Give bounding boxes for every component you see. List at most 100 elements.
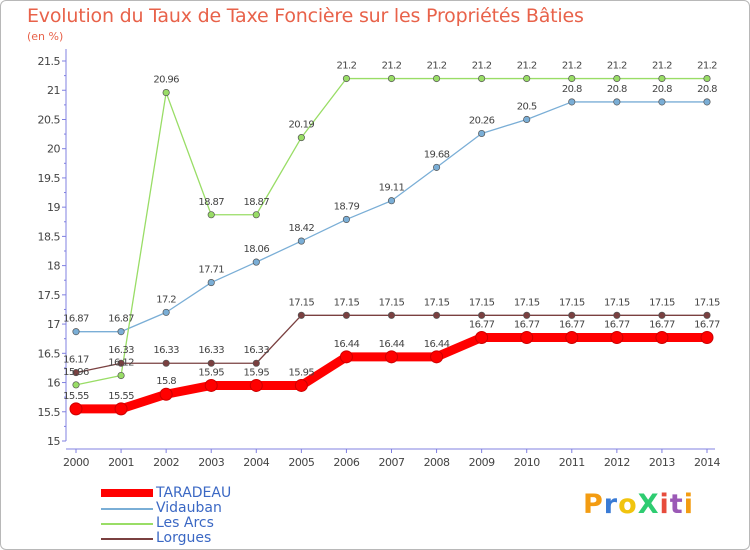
data-label-vidauban: 18.06: [243, 244, 269, 255]
data-label-taradeau: 16.44: [379, 339, 405, 350]
logo-letter: i: [683, 489, 694, 520]
data-point-lorgues: [297, 311, 305, 319]
data-point-vidauban: [342, 215, 350, 223]
chart-subtitle: (en %): [27, 30, 64, 43]
data-point-lorgues: [117, 359, 125, 367]
logo-letter: P: [583, 489, 604, 520]
data-label-lorgues: 17.15: [469, 297, 495, 308]
x-tick-label: 2007: [379, 456, 405, 469]
data-point-lorgues: [252, 359, 260, 367]
data-label-vidauban: 20.8: [652, 84, 672, 95]
x-tick-label: 2010: [514, 456, 540, 469]
data-label-les-arcs: 15.96: [63, 367, 89, 378]
logo-letter: i: [659, 489, 670, 520]
data-label-les-arcs: 16.12: [108, 358, 134, 369]
logo-letter: o: [618, 489, 638, 520]
data-point-vidauban: [478, 129, 486, 138]
data-label-lorgues: 17.15: [289, 297, 315, 308]
data-label-lorgues: 17.15: [514, 297, 540, 308]
data-label-lorgues: 17.15: [334, 297, 360, 308]
data-point-vidauban: [613, 98, 621, 106]
data-label-taradeau: 15.55: [108, 391, 134, 402]
data-label-les-arcs: 21.2: [562, 61, 582, 72]
data-label-vidauban: 17.71: [198, 265, 224, 276]
data-label-vidauban: 18.79: [334, 201, 360, 212]
data-label-les-arcs: 21.2: [472, 61, 492, 72]
y-tick-label: 19.5: [38, 172, 61, 185]
data-point-lorgues: [658, 311, 666, 319]
data-label-taradeau: 15.95: [243, 367, 269, 378]
data-label-vidauban: 16.87: [108, 314, 134, 325]
data-label-taradeau: 16.77: [559, 320, 585, 331]
data-point-vidauban: [117, 328, 125, 336]
data-label-taradeau: 16.77: [514, 320, 540, 331]
data-point-taradeau: [159, 387, 173, 401]
data-label-les-arcs: 21.2: [336, 61, 356, 72]
data-point-vidauban: [658, 98, 666, 106]
data-point-taradeau: [249, 378, 263, 392]
data-point-taradeau: [700, 331, 714, 345]
data-point-les-arcs: [297, 134, 305, 142]
data-point-taradeau: [294, 378, 308, 392]
data-point-lorgues: [433, 311, 441, 319]
data-point-taradeau: [430, 350, 444, 364]
data-label-taradeau: 16.77: [604, 320, 630, 331]
data-point-les-arcs: [703, 74, 711, 83]
data-point-taradeau: [520, 331, 534, 345]
data-label-taradeau: 16.77: [694, 320, 720, 331]
data-point-vidauban: [297, 237, 305, 245]
data-point-taradeau: [610, 331, 624, 345]
data-point-les-arcs: [72, 381, 80, 389]
y-tick-label: 18.5: [38, 230, 61, 243]
data-label-les-arcs: 21.2: [517, 61, 537, 72]
data-label-lorgues: 16.33: [198, 345, 224, 356]
data-point-lorgues: [342, 311, 350, 319]
data-point-les-arcs: [207, 211, 215, 219]
y-tick-label: 17.5: [38, 289, 61, 302]
data-label-lorgues: 16.33: [108, 345, 134, 356]
data-label-vidauban: 16.87: [63, 314, 89, 325]
data-label-taradeau: 15.95: [198, 367, 224, 378]
data-point-les-arcs: [613, 74, 621, 83]
data-point-taradeau: [565, 331, 579, 345]
data-point-les-arcs: [387, 74, 396, 83]
logo-letter: r: [603, 489, 619, 520]
data-label-lorgues: 16.33: [153, 345, 179, 356]
x-tick-label: 2004: [243, 456, 269, 469]
data-label-vidauban: 20.8: [607, 84, 627, 95]
data-point-vidauban: [252, 258, 260, 266]
data-label-vidauban: 20.8: [562, 84, 582, 95]
y-tick-label: 18: [47, 260, 60, 273]
data-label-taradeau: 15.95: [289, 367, 315, 378]
y-tick-label: 16.5: [38, 347, 61, 360]
y-tick-label: 20.5: [38, 113, 61, 126]
x-tick-label: 2011: [559, 456, 585, 469]
data-point-lorgues: [703, 311, 711, 319]
data-point-vidauban: [568, 98, 576, 106]
data-point-taradeau: [339, 350, 353, 364]
data-label-lorgues: 17.15: [604, 297, 630, 308]
data-label-les-arcs: 21.2: [652, 61, 672, 72]
data-label-les-arcs: 18.87: [198, 197, 224, 208]
data-point-les-arcs: [252, 211, 260, 219]
legend-label-lorgues: Lorgues: [156, 530, 212, 546]
data-label-vidauban: 19.68: [424, 149, 450, 160]
x-tick-label: 2008: [424, 456, 450, 469]
x-tick-label: 2002: [153, 456, 179, 469]
data-label-vidauban: 20.8: [697, 84, 717, 95]
data-point-taradeau: [475, 331, 489, 345]
y-tick-label: 21.5: [38, 55, 61, 68]
proxiti-logo: ProXiti: [583, 489, 694, 520]
data-point-vidauban: [72, 328, 80, 336]
data-label-lorgues: 17.15: [379, 297, 405, 308]
data-label-les-arcs: 21.2: [382, 61, 402, 72]
data-point-lorgues: [207, 359, 215, 367]
legend-swatch-taradeau: [101, 489, 153, 497]
data-point-lorgues: [478, 311, 486, 319]
data-point-vidauban: [162, 308, 170, 316]
data-point-taradeau: [655, 331, 669, 345]
x-tick-label: 2001: [108, 456, 134, 469]
data-point-taradeau: [385, 350, 398, 364]
data-point-les-arcs: [342, 74, 350, 83]
